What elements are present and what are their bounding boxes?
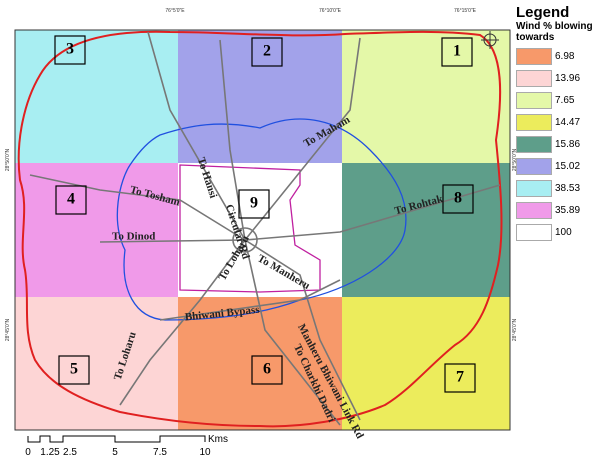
zone-box: [444, 363, 476, 393]
legend-swatch: [516, 48, 552, 65]
legend-value: 38.53: [555, 183, 581, 194]
latitude-label: 28°50'0"N: [512, 148, 518, 171]
road-label: To Dinod: [112, 231, 155, 243]
zone-box: [55, 185, 87, 215]
legend-swatch: [516, 92, 552, 109]
zone-number: 6: [263, 361, 271, 378]
legend-entry: 7.65: [516, 91, 600, 110]
roads: [29, 31, 501, 426]
legend-swatch: [516, 158, 552, 175]
legend-value: 6.98: [555, 51, 575, 62]
zone-number: 2: [263, 43, 271, 60]
zone-number: 3: [66, 41, 74, 58]
longitude-label: 76°5'0"E: [165, 8, 185, 14]
legend-entry: 15.02: [516, 157, 600, 176]
zone-box: [54, 35, 86, 65]
legend-swatch: [516, 202, 552, 219]
legend-entry: 13.96: [516, 69, 600, 88]
longitude-label: 76°15'0"E: [454, 8, 477, 14]
inner-boundary: [116, 118, 407, 321]
legend-swatch: [516, 70, 552, 87]
zone-number: 8: [454, 190, 462, 207]
zone: [342, 163, 510, 297]
zone: [342, 30, 510, 163]
north-arrow: [481, 31, 499, 49]
legend-swatch: [516, 180, 552, 197]
scale-bar: [27, 435, 206, 443]
zone-number: 7: [456, 369, 464, 386]
latitude-label: 28°45'0"N: [512, 318, 518, 341]
legend-value: 15.86: [555, 139, 581, 150]
zone-number: 1: [453, 43, 461, 60]
zone-number: 4: [67, 191, 75, 208]
zone-box: [238, 189, 270, 219]
city-boundary: [179, 164, 321, 293]
legend-value: 100: [555, 227, 572, 238]
zone: [342, 297, 510, 430]
legend-entry: 38.53: [516, 179, 600, 198]
outer-boundary: [17, 30, 503, 428]
scale-label: 2.5: [63, 447, 77, 458]
scale-label: 10: [199, 447, 211, 458]
zone-number: 9: [250, 195, 258, 212]
legend-value: 14.47: [555, 117, 581, 128]
legend-entry: 15.86: [516, 135, 600, 154]
legend-value: 7.65: [555, 95, 575, 106]
longitude-label: 76°10'0"E: [319, 8, 342, 14]
legend-value: 15.02: [555, 161, 581, 172]
legend-entry: 35.89: [516, 201, 600, 220]
zone-box: [251, 37, 283, 67]
latitude-label: 28°45'0"N: [5, 318, 11, 341]
legend-swatch: [516, 114, 552, 131]
scale-label: 7.5: [153, 447, 167, 458]
zone: [15, 297, 178, 430]
legend: Legend Wind % blowing towards 6.98 13.96 7…: [516, 4, 600, 245]
scale-unit: Kms: [208, 434, 228, 445]
scale-label: 5: [112, 447, 118, 458]
zone-box: [441, 37, 473, 67]
legend-value: 35.89: [555, 205, 581, 216]
scale-label: 1.25: [40, 447, 60, 458]
zone-box: [251, 355, 283, 385]
zone-box: [442, 184, 474, 214]
zone: [178, 163, 342, 297]
latitude-label: 28°50'0"N: [5, 148, 11, 171]
zone-number: 5: [70, 361, 78, 378]
zone: [15, 163, 178, 297]
zone: [178, 30, 342, 163]
legend-entry: 100: [516, 223, 600, 242]
legend-value: 13.96: [555, 73, 581, 84]
legend-swatch: [516, 136, 552, 153]
legend-swatch: [516, 224, 552, 241]
scale-label: 0: [25, 447, 31, 458]
legend-entry: 6.98: [516, 47, 600, 66]
legend-title: Legend: [516, 4, 570, 21]
legend-subtitle: Wind % blowing towards: [516, 21, 593, 43]
zone-box: [58, 355, 90, 385]
map-frame: [14, 29, 511, 431]
legend-entry: 14.47: [516, 113, 600, 132]
